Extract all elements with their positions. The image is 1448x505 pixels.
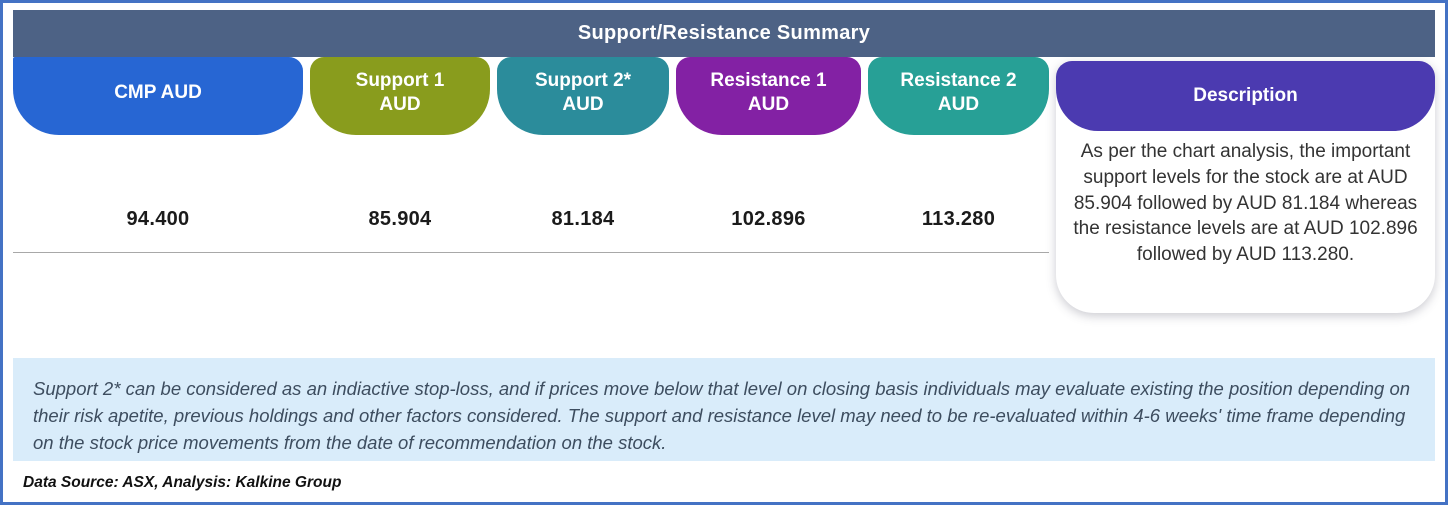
data-source-line: Data Source: ASX, Analysis: Kalkine Grou… [13,474,1435,492]
column-header-label: Support 1 AUD [355,70,445,115]
column-header-label: Resistance 1 AUD [710,70,827,115]
resistance2-value: 113.280 [921,208,996,230]
table-title: Support/Resistance Summary [577,22,871,44]
description-body: As per the chart analysis, the important… [1056,131,1435,313]
description-card: Description As per the chart analysis, t… [1056,61,1435,313]
stop-loss-note-box: Support 2* can be considered as an india… [13,358,1435,461]
resistance1-value: 102.896 [731,208,806,230]
column-header-resistance1: Resistance 1 AUD [676,57,861,135]
summary-table: CMP AUD Support 1 AUD Support 2* AUD Res… [13,57,1435,348]
cell-cmp-value: 94.400 [13,135,303,253]
column-header-label: CMP AUD [114,82,202,104]
table-title-bar: Support/Resistance Summary [13,10,1435,57]
cell-resistance1-value: 102.896 [676,135,861,253]
stop-loss-note-text: Support 2* can be considered as an india… [33,378,1411,454]
cell-support1-value: 85.904 [310,135,490,253]
cell-resistance2-value: 113.280 [868,135,1049,253]
cell-support2-value: 81.184 [497,135,669,253]
column-header-cmp: CMP AUD [13,57,303,135]
row-divider [13,252,1049,253]
support2-value: 81.184 [551,208,615,230]
support1-value: 85.904 [368,208,432,230]
data-source-text: Data Source: ASX, Analysis: Kalkine Grou… [23,474,342,491]
cmp-value: 94.400 [126,208,190,230]
column-header-label: Description [1193,85,1298,106]
column-header-description: Description [1056,61,1435,131]
column-header-resistance2: Resistance 2 AUD [868,57,1049,135]
column-header-support1: Support 1 AUD [310,57,490,135]
column-header-label: Support 2* AUD [534,70,632,115]
column-header-support2: Support 2* AUD [497,57,669,135]
description-text: As per the chart analysis, the important… [1073,141,1418,266]
column-header-label: Resistance 2 AUD [900,70,1017,115]
